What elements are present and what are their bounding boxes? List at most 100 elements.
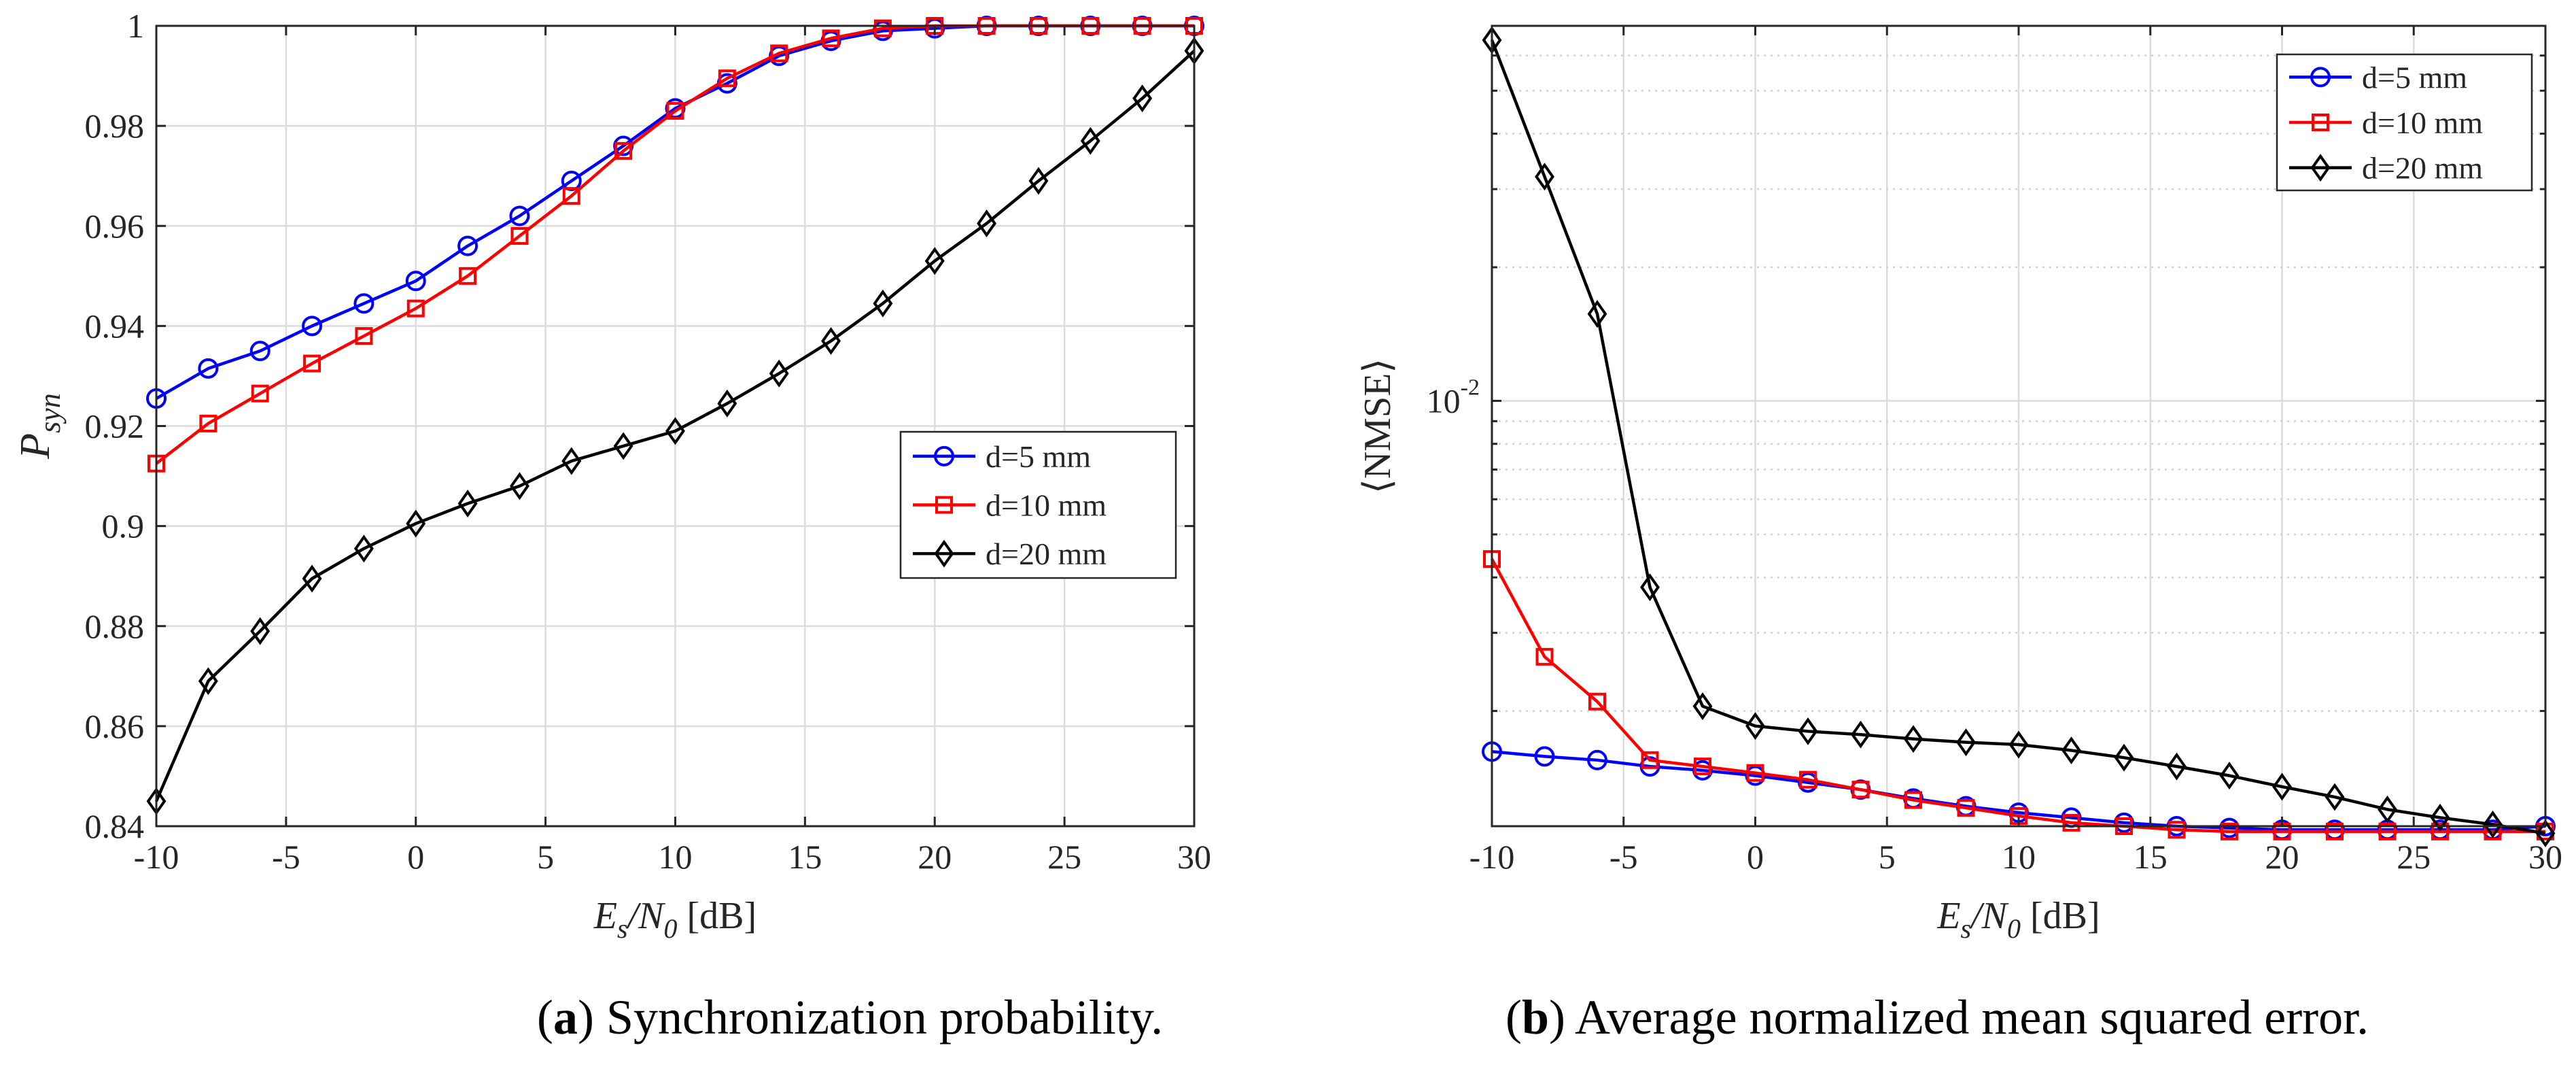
panel-a-data-point [353, 293, 375, 314]
panel-b-data-point [1587, 300, 1607, 328]
panel-a-data-point [302, 564, 322, 593]
panel-a-data-point [509, 205, 530, 226]
panel-b-data-point [1641, 751, 1659, 769]
panel-b-data-point [2008, 730, 2029, 759]
panel-b-data-point [2272, 772, 2292, 801]
panel-b-legend-entry: d=5 mm [2289, 60, 2467, 95]
panel-b-legend-marker [2310, 67, 2331, 88]
panel-a-data-point [1080, 126, 1100, 155]
panel-b-data-point [1904, 791, 1922, 809]
panel-a-data-point [510, 226, 529, 245]
panel-b-x-tick-label: 15 [2134, 838, 2168, 876]
panel-b-data-point [2061, 736, 2081, 765]
panel-a-data-point [717, 389, 737, 418]
panel-a-y-label-sub: syn [33, 393, 67, 433]
caption-b: (b) Average normalized mean squared erro… [1505, 990, 2369, 1044]
panel-b-data-point [2062, 813, 2081, 832]
panel-a-data-point [459, 267, 477, 285]
panel-a-legend-entry: d=20 mm [913, 537, 1107, 571]
panel-a-data-point [406, 509, 426, 538]
panel-a-y-axis-label: Psyn [12, 393, 67, 460]
panel-b-data-point [2167, 752, 2187, 781]
panel-b-data-point [1746, 764, 1764, 782]
panel-a-y-tick-label: 0.88 [85, 607, 145, 645]
panel-b-x-tick-label: 30 [2528, 838, 2562, 876]
panel-a-x-label-sub-0: 0 [664, 913, 678, 944]
panel-a-x-tick-label: 30 [1177, 838, 1211, 876]
caption-a: (a) Synchronization probability. [537, 990, 1164, 1044]
panel-a-data-point [457, 235, 478, 256]
panel-a-data-point [198, 667, 218, 696]
panel-b-series-2 [1483, 550, 2554, 840]
panel-b-y-tick-base: 10 [1427, 381, 1461, 420]
panel-b-data-point [1535, 163, 1554, 191]
panel-a-data-point [353, 534, 374, 563]
panel-b-data-point [1587, 749, 1607, 770]
panel-b-x-tick-label: 5 [1879, 838, 1896, 876]
panel-a-data-point [250, 617, 271, 645]
panel-b-legend-label: d=10 mm [2362, 105, 2483, 140]
panel-a-data-point [614, 141, 633, 160]
panel-b-data-point [2430, 803, 2450, 832]
panel-b-data-point [2168, 821, 2186, 839]
caption-b-text: Average normalized mean squared error. [1575, 990, 2369, 1044]
panel-a-legend-marker [934, 539, 954, 568]
panel-a-x-label-E: E [593, 895, 617, 937]
panel-b-legend-marker [2312, 114, 2329, 131]
panel-b-data-point [2378, 822, 2397, 840]
panel-a-data-point [822, 29, 840, 48]
panel-b-y-tick-label: 10-2 [1427, 375, 1480, 420]
panel-a-x-label-sub-s: s [617, 913, 628, 944]
panel-b-x-tick-label: 20 [2265, 838, 2299, 876]
panel-b-series-line [1491, 750, 2546, 832]
panel-b-data-point [2431, 822, 2449, 840]
panel-b-y-tick-exponent: -2 [1461, 375, 1480, 400]
panel-a-x-label-unit: [dB] [678, 895, 757, 937]
panel-a-x-axis-label: Es/N0 [dB] [593, 895, 756, 944]
panel-b-data-point [1534, 746, 1555, 767]
panel-b-data-point [1851, 781, 1870, 799]
panel-b-series-3 [1482, 26, 2556, 847]
panel-a-legend-label: d=20 mm [986, 537, 1107, 571]
panel-b-data-point [1745, 712, 1765, 741]
panel-a-y-tick-label: 0.9 [102, 507, 145, 545]
panel-b-data-point [2114, 743, 2134, 772]
panel-a-legend-entry: d=5 mm [913, 439, 1091, 474]
panel-b-data-point [2483, 810, 2503, 838]
panel-b-legend-label: d=5 mm [2362, 60, 2467, 95]
panel-b-legend-marker [2310, 154, 2331, 182]
panel-b-data-point [1956, 728, 1976, 757]
panel-a-x-tick-label: -10 [134, 838, 179, 876]
panel-a-y-tick-label: 0.96 [85, 207, 145, 245]
panel-a-y-label-P: P [12, 433, 58, 460]
panel-a-data-point [718, 69, 736, 88]
caption-a-text: Synchronization probability. [606, 990, 1164, 1044]
caption-a-label: a [553, 990, 578, 1044]
panel-a-y-tick-label: 0.92 [85, 407, 145, 445]
panel-b-series-line [1490, 39, 2546, 835]
panel-a-x-tick-label: 25 [1047, 838, 1081, 876]
panel-b-data-point [1957, 798, 1975, 817]
panel-b-data-point [1588, 692, 1606, 711]
panel-a-legend-label: d=10 mm [986, 488, 1107, 523]
panel-a-data-point [924, 247, 945, 275]
panel-a-data-point [303, 354, 321, 373]
panel-b-x-tick-label: 0 [1747, 838, 1764, 876]
panel-a-x-tick-label: 20 [918, 838, 952, 876]
panel-a-data-point [665, 417, 685, 445]
panel-a-data-point [666, 102, 684, 120]
panel-a-data-point [1132, 84, 1153, 113]
panel-a-legend-entry: d=10 mm [913, 488, 1107, 523]
panel-a-y-tick-label: 1 [127, 7, 144, 45]
panel-a-data-point [405, 271, 426, 292]
panel-a-data-point [406, 299, 425, 318]
panel-b-x-tick-label: -5 [1609, 838, 1638, 876]
panel-a-y-tick-label: 0.84 [85, 807, 145, 845]
panel-a-data-point [770, 44, 788, 63]
panel-a-legend-marker [935, 496, 953, 514]
panel-b-x-tick-label: 10 [2002, 838, 2036, 876]
panel-b-data-point [2326, 822, 2344, 840]
panel-b-data-point [2219, 762, 2240, 790]
panel-b-data-point [2221, 822, 2238, 840]
